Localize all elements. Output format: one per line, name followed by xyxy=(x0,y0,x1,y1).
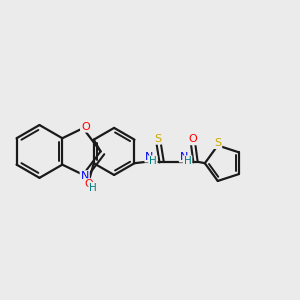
Text: N: N xyxy=(180,152,188,162)
Text: N: N xyxy=(80,171,89,181)
Text: O: O xyxy=(188,134,197,144)
Text: S: S xyxy=(214,138,221,148)
Text: H: H xyxy=(149,156,157,166)
Text: N: N xyxy=(145,152,154,162)
Text: H: H xyxy=(89,183,97,193)
Text: O: O xyxy=(81,122,90,132)
Text: H: H xyxy=(184,156,191,166)
Text: S: S xyxy=(154,134,161,144)
Text: O: O xyxy=(84,179,93,189)
